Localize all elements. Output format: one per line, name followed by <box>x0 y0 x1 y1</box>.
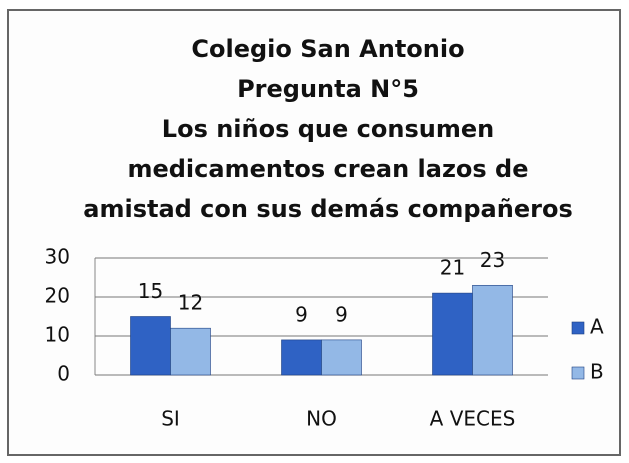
bar <box>472 284 513 376</box>
legend-swatch <box>571 366 585 380</box>
bar <box>321 339 362 376</box>
legend-label: B <box>590 360 604 384</box>
y-tick-label: 20 <box>45 284 70 308</box>
bar <box>432 292 473 376</box>
y-tick-label: 30 <box>45 245 70 269</box>
data-label: 12 <box>178 291 203 315</box>
data-label: 15 <box>138 279 163 303</box>
x-tick-label: A VECES <box>430 407 516 431</box>
data-label: 23 <box>480 248 505 272</box>
x-tick-label: SI <box>161 407 180 431</box>
chart-frame <box>7 9 621 456</box>
x-tick-label: NO <box>306 407 337 431</box>
chart-title: amistad con sus demás compañeros <box>83 195 572 223</box>
legend-swatch <box>571 321 585 335</box>
chart-title: Los niños que consumen <box>162 115 494 143</box>
chart-title: Colegio San Antonio <box>191 35 464 63</box>
data-label: 9 <box>295 302 308 326</box>
data-label: 21 <box>440 256 465 280</box>
chart-title: Pregunta N°5 <box>237 75 419 103</box>
legend-label: A <box>590 315 604 339</box>
bar <box>281 339 322 376</box>
data-label: 9 <box>335 302 348 326</box>
bar <box>130 316 171 376</box>
y-tick-label: 10 <box>45 323 70 347</box>
bar <box>170 327 211 376</box>
y-tick-label: 0 <box>57 362 70 386</box>
chart-title: medicamentos crean lazos de <box>127 155 528 183</box>
